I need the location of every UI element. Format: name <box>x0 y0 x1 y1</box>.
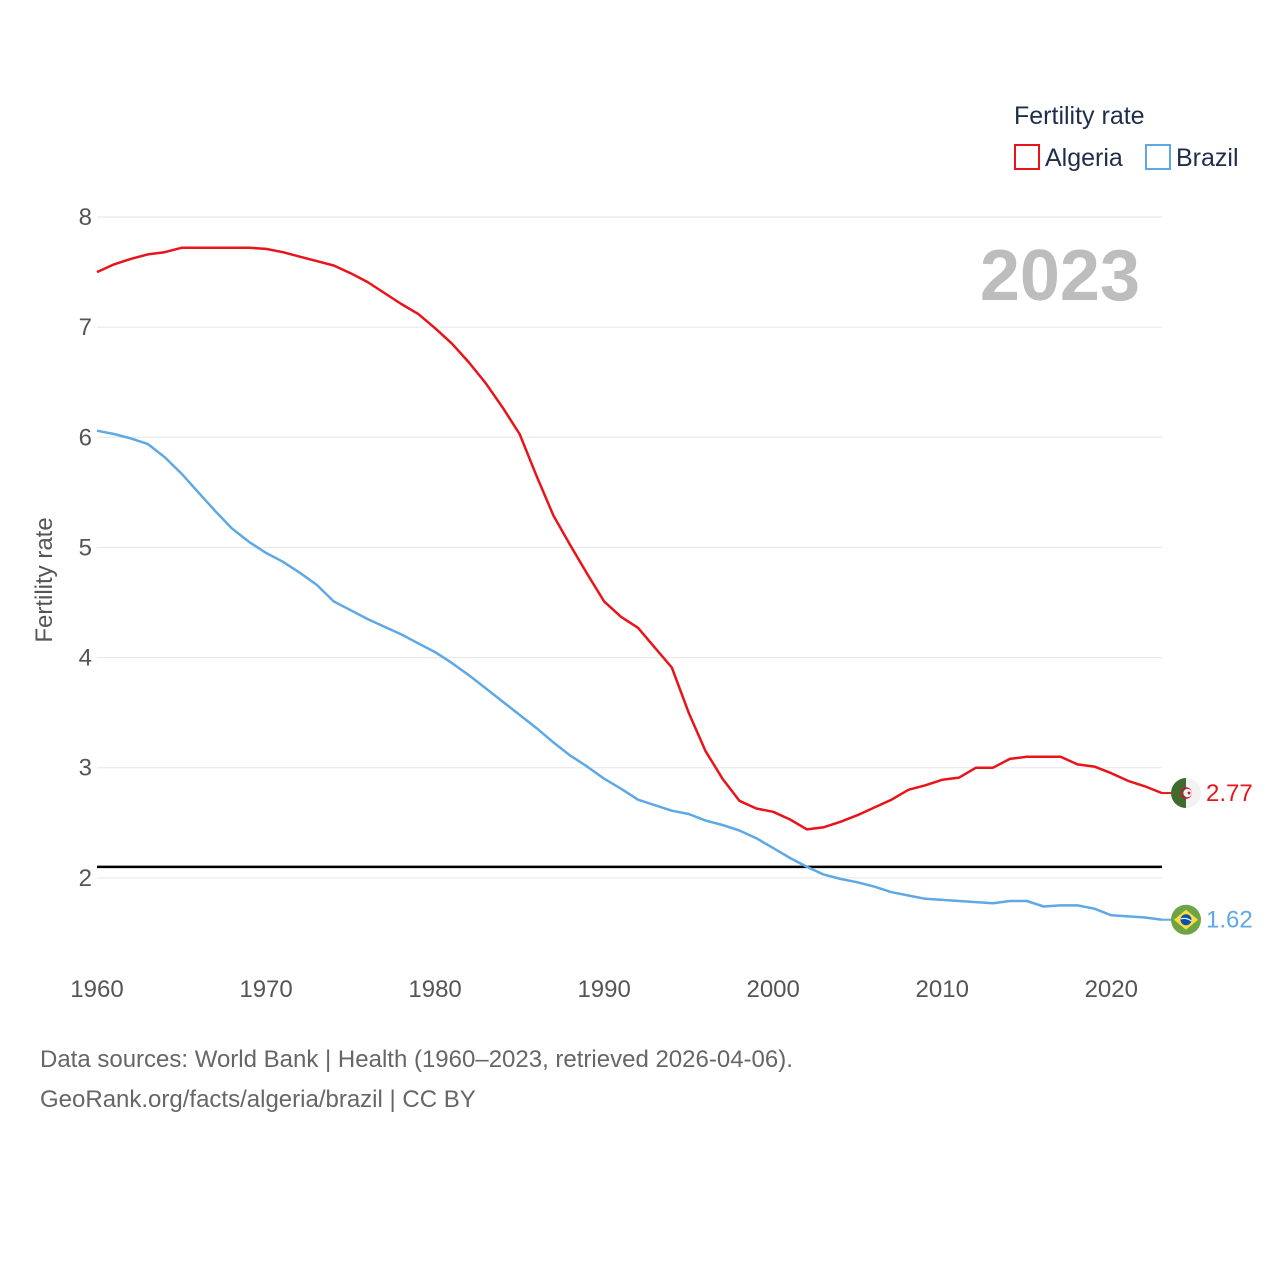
source-line-1: Data sources: World Bank | Health (1960–… <box>40 1046 793 1073</box>
legend: Fertility rate Algeria Brazil <box>1014 102 1239 172</box>
y-tick-label: 4 <box>79 645 92 672</box>
y-tick-label: 6 <box>79 424 92 451</box>
series-line-algeria[interactable] <box>96 246 1163 831</box>
brazil-flag-icon <box>1171 904 1201 935</box>
current-year-label: 2023 <box>980 236 1140 316</box>
legend-title: Fertility rate <box>1014 102 1145 130</box>
y-axis-ticks: 2 3 4 5 6 7 8 <box>79 204 92 892</box>
legend-label-algeria[interactable]: Algeria <box>1045 144 1123 172</box>
y-tick-label: 7 <box>79 314 92 341</box>
algeria-flag-icon <box>1171 778 1201 809</box>
legend-label-brazil[interactable]: Brazil <box>1176 144 1239 172</box>
y-tick-label: 8 <box>79 204 92 231</box>
legend-swatch-brazil[interactable] <box>1145 144 1171 170</box>
x-tick-label: 2000 <box>746 976 799 1003</box>
y-tick-label: 3 <box>79 755 92 782</box>
grid-lines <box>97 216 1162 879</box>
x-axis-ticks: 1960 1970 1980 1990 2000 2010 2020 <box>70 976 1138 1003</box>
legend-swatch-algeria[interactable] <box>1014 144 1040 170</box>
x-tick-label: 1960 <box>70 976 123 1003</box>
source-line-2[interactable]: GeoRank.org/facts/algeria/brazil | CC BY <box>40 1086 476 1113</box>
y-axis-label: Fertility rate <box>31 517 58 642</box>
end-markers: 2.77 1.62 <box>1162 778 1253 935</box>
end-value-label-algeria: 2.77 <box>1206 780 1253 807</box>
end-value-label-brazil: 1.62 <box>1206 907 1253 934</box>
x-tick-label: 1980 <box>408 976 461 1003</box>
x-tick-label: 1970 <box>239 976 292 1003</box>
x-tick-label: 2010 <box>916 976 969 1003</box>
y-tick-label: 5 <box>79 534 92 561</box>
x-tick-label: 1990 <box>577 976 630 1003</box>
x-tick-label: 2020 <box>1085 976 1138 1003</box>
y-tick-label: 2 <box>79 865 92 892</box>
series-line-brazil[interactable] <box>96 429 1163 921</box>
series-lines <box>96 246 1163 921</box>
